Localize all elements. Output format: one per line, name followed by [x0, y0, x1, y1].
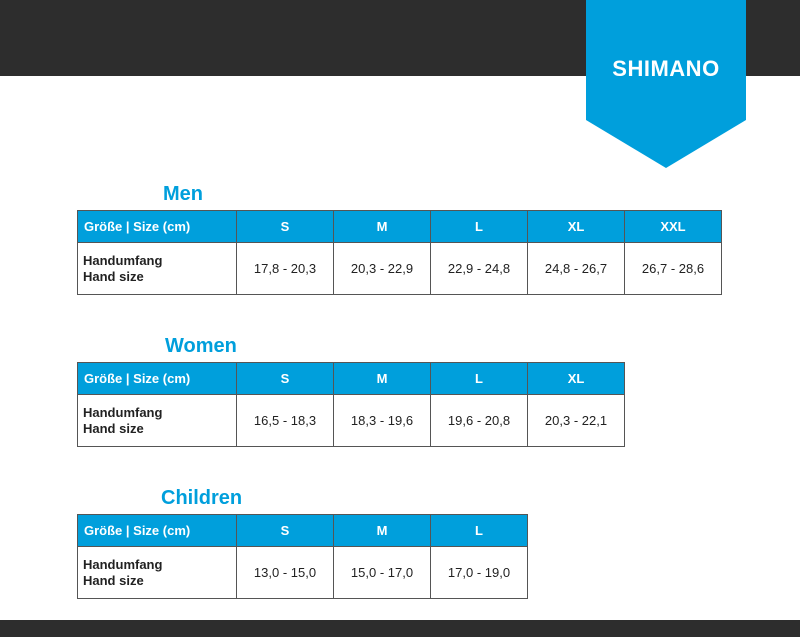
- size-header: L: [430, 210, 528, 243]
- table-row: Handumfang Hand size 13,0 - 15,0 15,0 - 17,…: [77, 546, 528, 599]
- table-row: Handumfang Hand size 16,5 - 18,3 18,3 - 19,…: [77, 394, 625, 447]
- shimano-logo: SHIMANO: [612, 56, 720, 81]
- size-value: 15,0 - 17,0: [333, 546, 431, 599]
- size-header: XL: [527, 210, 625, 243]
- size-table-men: Größe | Size (cm) S M L XL XXL Handumfang Hand …: [77, 210, 722, 295]
- header-row: Größe | Size (cm) S M L: [77, 514, 528, 547]
- header-row: Größe | Size (cm) S M L XL: [77, 362, 625, 395]
- row-label: Handumfang Hand size: [77, 242, 237, 295]
- size-header: XXL: [624, 210, 722, 243]
- row-label-en: Hand size: [83, 268, 144, 284]
- size-value: 18,3 - 19,6: [333, 394, 431, 447]
- size-value: 22,9 - 24,8: [430, 242, 528, 295]
- header-label: Größe | Size (cm): [77, 514, 237, 547]
- size-value: 20,3 - 22,9: [333, 242, 431, 295]
- size-value: 19,6 - 20,8: [430, 394, 528, 447]
- header-label: Größe | Size (cm): [77, 362, 237, 395]
- size-header: L: [430, 362, 528, 395]
- size-value: 13,0 - 15,0: [236, 546, 334, 599]
- section-title: Women: [165, 335, 237, 357]
- size-value: 26,7 - 28,6: [624, 242, 722, 295]
- row-label-de: Handumfang: [83, 252, 163, 268]
- size-table-women: Größe | Size (cm) S M L XL Handumfang Hand siz…: [77, 362, 625, 447]
- bottom-bar: [0, 620, 800, 637]
- row-label-en: Hand size: [83, 420, 144, 436]
- row-label-de: Handumfang: [83, 556, 163, 572]
- row-label: Handumfang Hand size: [77, 546, 237, 599]
- row-label-de: Handumfang: [83, 404, 163, 420]
- size-value: 20,3 - 22,1: [527, 394, 625, 447]
- size-table-children: Größe | Size (cm) S M L Handumfang Hand size 1…: [77, 514, 528, 599]
- size-header: M: [333, 210, 431, 243]
- shimano-logo-banner: [586, 0, 746, 168]
- row-label-en: Hand size: [83, 572, 144, 588]
- size-header: S: [236, 210, 334, 243]
- header-label: Größe | Size (cm): [77, 210, 237, 243]
- table-row: Handumfang Hand size 17,8 - 20,3 20,3 - 22,…: [77, 242, 722, 295]
- row-label: Handumfang Hand size: [77, 394, 237, 447]
- section-title: Men: [163, 183, 203, 205]
- section-title: Children: [161, 487, 243, 509]
- size-header: XL: [527, 362, 625, 395]
- size-header: L: [430, 514, 528, 547]
- size-value: 16,5 - 18,3: [236, 394, 334, 447]
- size-header: S: [236, 362, 334, 395]
- size-header: S: [236, 514, 334, 547]
- size-header: M: [333, 514, 431, 547]
- size-value: 17,8 - 20,3: [236, 242, 334, 295]
- size-header: M: [333, 362, 431, 395]
- size-value: 24,8 - 26,7: [527, 242, 625, 295]
- size-value: 17,0 - 19,0: [430, 546, 528, 599]
- header-row: Größe | Size (cm) S M L XL XXL: [77, 210, 722, 243]
